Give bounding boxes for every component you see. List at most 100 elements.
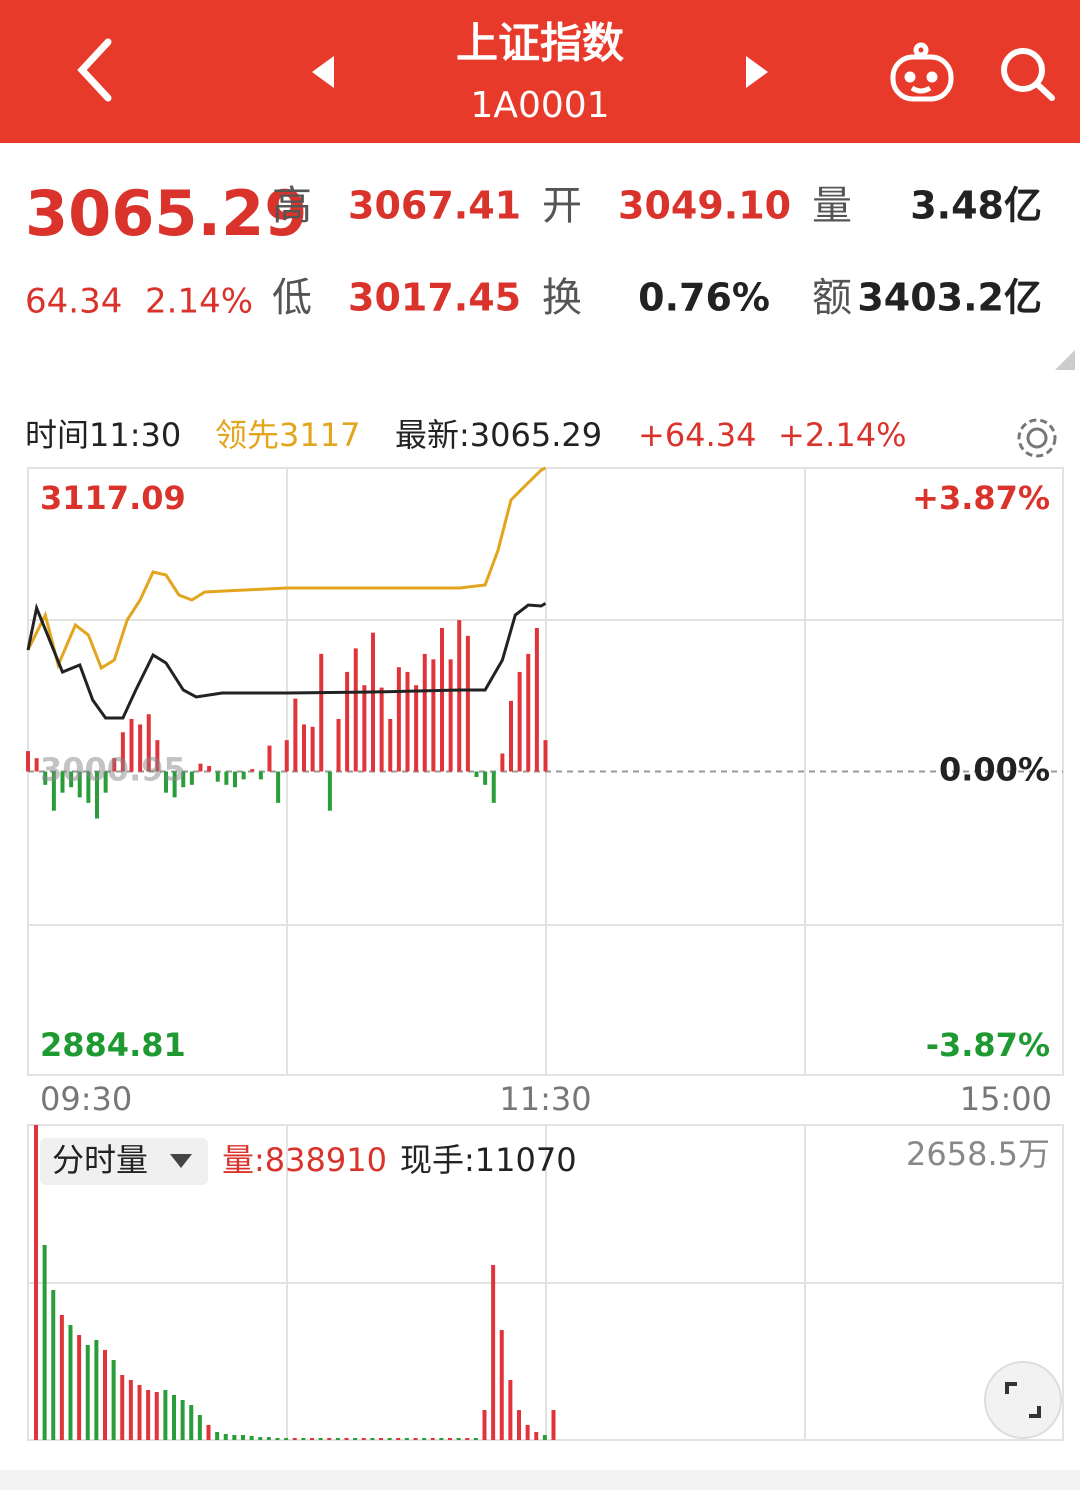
volume-bar [163,1389,168,1440]
x-tick-label: 09:30 [40,1080,132,1118]
cursor-time: 时间11:30 [25,416,181,454]
breadth-bar [310,726,315,772]
breadth-bar [396,667,401,772]
volume-bar [51,1289,56,1440]
volume-bar [146,1389,151,1440]
volume-bar [387,1437,392,1440]
cursor-change: +64.34 [638,416,756,454]
breadth-bar [60,771,65,793]
breadth-bar [327,771,332,811]
volume-bar [361,1437,366,1440]
breadth-bar [509,700,513,772]
breadth-bar [172,771,177,798]
prev-button[interactable] [312,56,334,88]
volume-bar [103,1349,107,1440]
x-tick-label: 11:30 [499,1080,591,1118]
volume-bar [232,1435,237,1440]
volume-bar [137,1385,142,1440]
volume-selector[interactable] [40,1138,208,1185]
breadth-bar [483,771,488,785]
breadth-bar [440,627,444,772]
breadth-bar [103,771,108,793]
field-value: 3.48亿 [910,184,1042,228]
breadth-bar [345,671,350,772]
volume-value: 量:838910 [222,1141,387,1179]
cursor-lead: 领先3117 [215,416,360,454]
search-button[interactable] [1001,48,1055,101]
volume-bar [344,1437,349,1440]
y-tick-label: 2658.5万 [906,1135,1050,1173]
volume-bar [292,1437,297,1440]
back-button[interactable] [77,38,112,102]
price: 3065.29 [25,177,307,250]
volume-title: 分时量 [52,1141,148,1179]
title: 上证指数 [456,19,624,68]
change: 64.34 [25,282,122,322]
volume-bar [241,1435,245,1440]
volume-bar [404,1437,409,1440]
volume-bar [448,1437,452,1440]
field-value: 3017.45 [348,276,521,320]
breadth-bar [284,740,289,772]
volume-bar [499,1330,504,1440]
volume-bar [266,1437,271,1440]
volume-bar [258,1437,263,1440]
volume-bar [215,1431,220,1440]
volume-bar [94,1339,99,1440]
breadth-bar [146,714,151,772]
volume-bar [508,1380,513,1440]
top-bar [0,0,1080,143]
bottom-strip [0,1470,1080,1490]
expand-button[interactable] [984,1361,1062,1439]
breadth-bar [414,685,419,772]
volume-bar [120,1374,125,1440]
breadth-bar [431,659,436,772]
volume-bar [379,1437,383,1440]
volume-bar [370,1437,375,1440]
dropdown-arrow [170,1154,192,1168]
breadth-bar [86,771,91,803]
volume-bar [465,1437,470,1440]
cursor-change-pct: +2.14% [778,416,906,454]
volume-bar [59,1314,64,1440]
breadth-bar [69,771,74,788]
breadth-bar [319,653,324,772]
breadth-bar [448,659,453,772]
next-button[interactable] [746,56,768,88]
volume-bar [525,1424,530,1440]
breadth-bar [422,653,427,772]
price-line [26,602,547,720]
breadth-bar [250,769,255,772]
volume-bar [542,1435,547,1440]
breadth-bar [491,771,496,803]
breadth-bar [267,745,272,772]
volume-bar [197,1414,202,1440]
change-pct: 2.14% [145,282,253,322]
settings-button[interactable] [1017,418,1057,458]
robot-button[interactable] [890,42,954,102]
volume-bar [482,1410,487,1440]
volume-bar [154,1392,159,1440]
volume-bar [301,1437,306,1440]
volume-bar [206,1424,211,1440]
volume-bar [111,1360,116,1440]
breadth-bar [517,671,522,772]
volume-bar [534,1431,539,1440]
field-label: 低 [272,275,312,321]
breadth-bar [233,771,237,788]
y2-tick-label: +3.87% [912,479,1050,517]
breadth-bar [336,718,341,772]
x-tick-label: 15:00 [960,1080,1052,1118]
code: 1A0001 [470,85,609,126]
y-tick-label: 3000.95 [40,751,186,789]
breadth-bar [34,758,39,772]
y2-tick-label: -3.87% [926,1026,1050,1064]
breadth-bar [457,620,462,772]
breadth-bar [379,687,384,772]
breadth-bar [112,758,117,772]
volume-bar [42,1244,47,1440]
volume-bar [327,1437,332,1440]
breadth-bar [405,671,410,772]
breadth-bar [371,632,375,772]
breadth-bar [43,771,48,785]
